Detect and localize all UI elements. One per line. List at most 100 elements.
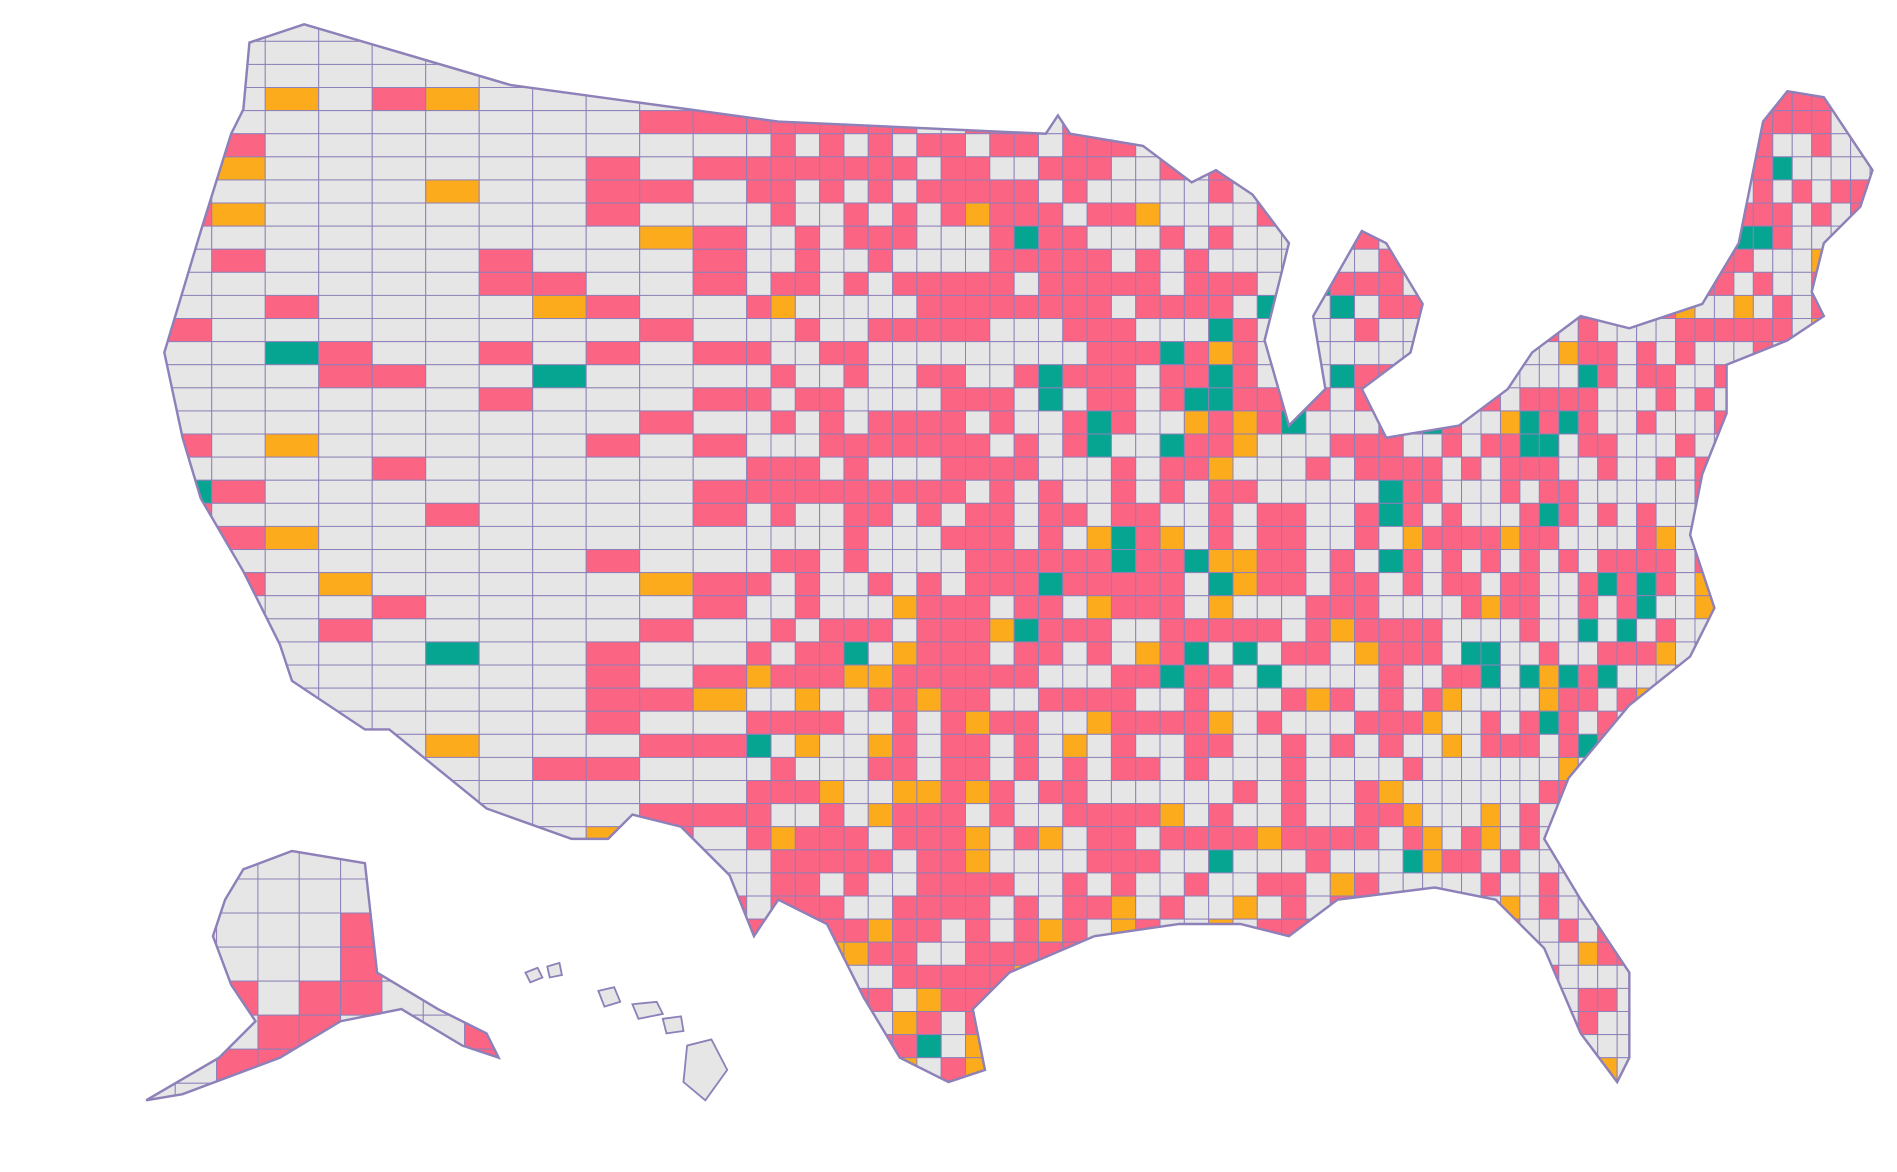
county xyxy=(1655,341,1677,366)
county xyxy=(940,756,967,782)
borough xyxy=(340,878,383,914)
county xyxy=(1232,618,1258,643)
county xyxy=(1791,40,1813,65)
county xyxy=(1378,895,1404,920)
county xyxy=(1519,803,1540,828)
county xyxy=(1422,110,1443,135)
county xyxy=(639,318,694,343)
county xyxy=(585,156,641,181)
county xyxy=(1616,872,1638,897)
county xyxy=(1232,133,1258,158)
county xyxy=(1733,271,1754,296)
county xyxy=(1675,895,1696,920)
county xyxy=(211,318,266,343)
county xyxy=(794,641,821,666)
county xyxy=(692,549,748,574)
county xyxy=(1713,895,1735,920)
county xyxy=(1636,179,1657,204)
county xyxy=(1062,918,1088,943)
county xyxy=(1037,433,1064,458)
county xyxy=(1281,687,1307,712)
county xyxy=(1694,63,1715,89)
county xyxy=(1519,664,1540,689)
county xyxy=(940,341,967,366)
county xyxy=(1752,987,1774,1013)
county xyxy=(965,641,991,666)
county xyxy=(1577,63,1599,89)
county xyxy=(746,294,772,320)
county xyxy=(1159,803,1185,828)
county xyxy=(318,271,373,296)
county xyxy=(892,63,918,89)
borough xyxy=(464,980,499,1016)
county xyxy=(1538,318,1560,343)
island xyxy=(546,961,563,979)
county xyxy=(1636,918,1657,943)
county xyxy=(1110,687,1137,712)
county xyxy=(1281,595,1307,620)
county xyxy=(1402,664,1424,689)
county xyxy=(211,248,266,273)
county xyxy=(1519,918,1540,943)
county xyxy=(164,248,213,273)
county xyxy=(770,1034,796,1059)
county xyxy=(1850,664,1871,689)
county xyxy=(989,63,1015,89)
county xyxy=(1636,364,1657,389)
county xyxy=(1694,641,1715,666)
county xyxy=(1135,1011,1161,1036)
county xyxy=(1713,756,1735,782)
county xyxy=(1772,941,1793,966)
county xyxy=(1461,1034,1482,1059)
county xyxy=(1281,849,1307,874)
county xyxy=(1558,1057,1579,1082)
county xyxy=(1616,87,1638,112)
county xyxy=(478,225,534,250)
county xyxy=(1232,641,1258,666)
county xyxy=(1519,294,1540,320)
county xyxy=(892,433,918,458)
county xyxy=(371,364,427,389)
county xyxy=(1519,156,1540,181)
county xyxy=(1183,641,1210,666)
county xyxy=(989,40,1015,65)
county xyxy=(1772,525,1793,551)
county xyxy=(916,525,942,551)
county xyxy=(746,410,772,435)
county xyxy=(989,87,1015,112)
county xyxy=(1830,1080,1852,1083)
county xyxy=(1597,595,1618,620)
county xyxy=(425,410,480,435)
borough xyxy=(174,912,218,948)
county xyxy=(1232,156,1258,181)
county xyxy=(1441,24,1463,42)
county xyxy=(585,479,641,504)
county xyxy=(1256,156,1283,181)
county xyxy=(1086,595,1112,620)
county xyxy=(1538,387,1560,412)
county xyxy=(1597,40,1618,65)
county xyxy=(1752,225,1774,250)
county xyxy=(585,549,641,574)
county xyxy=(371,271,427,296)
county xyxy=(1037,202,1064,227)
county xyxy=(1378,687,1404,712)
county xyxy=(1378,595,1404,620)
county xyxy=(1811,525,1832,551)
county xyxy=(1183,780,1210,805)
county xyxy=(1830,318,1852,343)
county xyxy=(770,133,796,158)
county xyxy=(965,133,991,158)
county xyxy=(867,572,894,597)
county xyxy=(1305,941,1331,966)
county xyxy=(1713,341,1735,366)
county xyxy=(867,780,894,805)
alaska-counties xyxy=(146,851,499,1101)
county xyxy=(1597,687,1618,712)
county xyxy=(532,341,587,366)
county xyxy=(585,872,641,897)
county xyxy=(916,803,942,828)
county xyxy=(1232,271,1258,296)
county xyxy=(1013,502,1039,527)
county xyxy=(164,40,213,65)
